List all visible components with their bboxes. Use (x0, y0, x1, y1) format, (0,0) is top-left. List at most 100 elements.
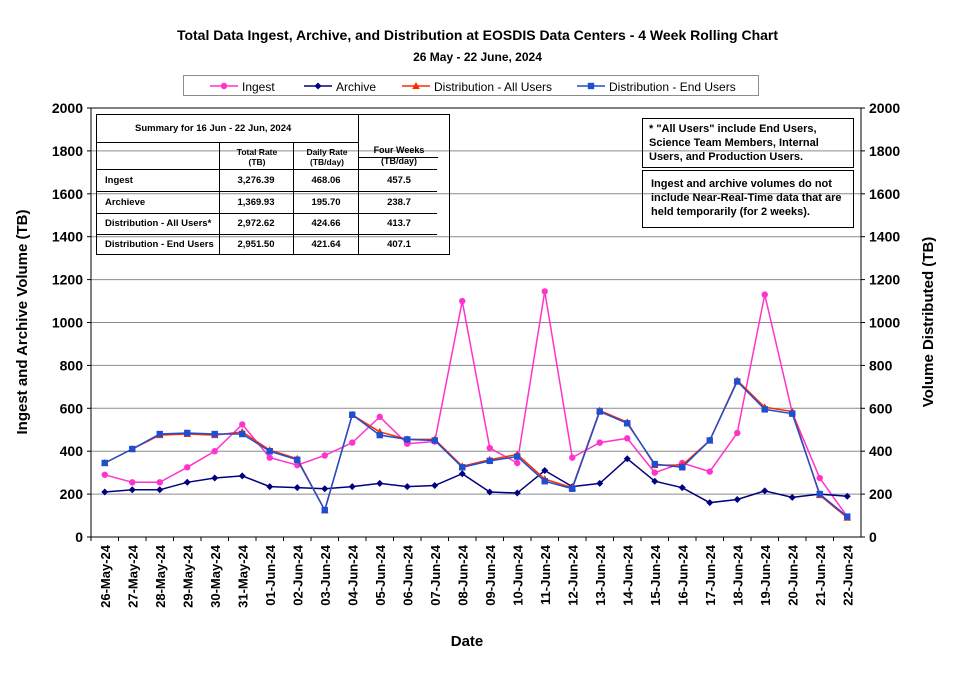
point-distribution-end-users (816, 490, 823, 498)
x-tick-label: 16-Jun-24 (675, 544, 690, 605)
point-distribution-end-users (101, 459, 108, 467)
point-ingest (706, 468, 713, 475)
summary-table: Summary for 16 Jun - 22 Jun, 2024 Total … (96, 114, 450, 255)
y2-tick-label: 1200 (869, 272, 900, 288)
x-tick-label: 14-Jun-24 (620, 544, 635, 605)
point-archive (513, 489, 521, 497)
y-tick-label: 1800 (52, 143, 83, 159)
point-distribution-end-users (156, 430, 163, 438)
x-tick-label: 18-Jun-24 (730, 544, 745, 605)
point-ingest (459, 297, 466, 305)
point-distribution-end-users (129, 445, 136, 453)
table-cell-four-weeks: 413.7 (387, 218, 411, 229)
point-archive (183, 478, 191, 486)
table-cell-daily: 468.06 (311, 175, 341, 186)
legend-label-distribution-all-users: Distribution - All Users (434, 80, 552, 94)
x-tick-label: 04-Jun-24 (345, 544, 360, 605)
point-ingest (541, 288, 548, 295)
point-archive (678, 484, 686, 492)
point-distribution-end-users (404, 436, 411, 443)
point-distribution-end-users (349, 411, 356, 418)
series-line-archive (104, 457, 848, 504)
point-distribution-end-users (541, 478, 548, 485)
point-distribution-end-users (486, 457, 493, 465)
point-archive (458, 470, 466, 478)
x-tick-label: 06-Jun-24 (400, 544, 415, 605)
point-distribution-end-users (844, 513, 851, 520)
x-tick-label: 30-May-24 (208, 544, 223, 608)
legend-marker-distribution-end-users (587, 82, 595, 90)
point-distribution-end-users (761, 406, 768, 413)
y2-tick-label: 1400 (869, 229, 900, 245)
x-tick-label: 28-May-24 (153, 544, 168, 608)
point-archive (843, 492, 851, 500)
x-tick-label: 05-Jun-24 (373, 544, 388, 605)
y-tick-label: 800 (60, 357, 84, 373)
x-tick-label: 29-May-24 (180, 544, 195, 608)
table-row-label: Distribution - All Users* (105, 218, 212, 229)
x-tick-label: 12-Jun-24 (565, 544, 580, 605)
point-archive (266, 483, 274, 491)
point-distribution-end-users (266, 448, 273, 455)
x-tick-label: 15-Jun-24 (648, 544, 663, 605)
point-ingest (239, 421, 246, 428)
point-distribution-end-users (514, 453, 521, 460)
point-distribution-end-users (294, 456, 301, 463)
legend: Ingest Archive Distribution - All Users Dis… (183, 75, 759, 96)
series-line-ingest (104, 291, 848, 518)
y2-tick-label: 600 (869, 400, 893, 416)
x-tick-label: 01-Jun-24 (263, 544, 278, 605)
point-ingest (761, 291, 768, 298)
point-ingest (184, 464, 191, 471)
point-distribution-end-users (679, 464, 686, 471)
point-distribution-end-users (624, 420, 631, 427)
point-distribution-end-users (734, 378, 741, 385)
col-total-header: Total Rate (TB) (236, 147, 278, 167)
x-tick-label: 27-May-24 (125, 544, 140, 608)
x-tick-label: 07-Jun-24 (428, 544, 443, 605)
point-ingest (651, 469, 658, 476)
table-cell-daily: 195.70 (311, 197, 341, 208)
col-daily-header: Daily Rate (TB/day) (306, 147, 348, 167)
x-tick-label: 17-Jun-24 (703, 544, 718, 605)
point-distribution-end-users (569, 485, 576, 492)
point-distribution-end-users (211, 430, 218, 438)
point-ingest (101, 471, 108, 478)
point-archive (706, 499, 714, 507)
point-ingest (596, 439, 603, 446)
y-tick-label: 1400 (52, 229, 83, 245)
point-distribution-end-users (789, 410, 796, 417)
x-tick-label: 08-Jun-24 (455, 544, 470, 605)
point-ingest (514, 459, 521, 467)
point-archive (156, 486, 164, 494)
point-archive (376, 479, 384, 487)
point-ingest (816, 474, 823, 482)
y-tick-label: 0 (75, 529, 83, 545)
x-tick-label: 22-Jun-24 (840, 544, 855, 605)
point-archive (293, 484, 301, 492)
point-distribution-end-users (376, 431, 383, 439)
point-archive (788, 493, 796, 501)
note-ingest: Ingest and archive volumes do not includ… (642, 170, 854, 228)
point-distribution-end-users (431, 437, 438, 444)
y2-tick-label: 400 (869, 443, 893, 459)
point-distribution-end-users (596, 408, 603, 415)
point-ingest (376, 413, 383, 421)
legend-marker-ingest (220, 82, 228, 90)
x-tick-label: 03-Jun-24 (318, 544, 333, 605)
x-tick-label: 26-May-24 (98, 544, 113, 608)
table-cell-four-weeks: 238.7 (387, 197, 411, 208)
table-row-label: Ingest (105, 175, 133, 186)
point-ingest (349, 439, 356, 446)
point-archive (761, 487, 769, 495)
point-archive (211, 474, 219, 482)
point-archive (596, 479, 604, 487)
y-tick-label: 2000 (52, 100, 83, 116)
y-tick-label: 1000 (52, 315, 83, 331)
point-archive (321, 485, 329, 493)
point-distribution-end-users (651, 460, 658, 468)
table-cell-total: 3,276.39 (237, 175, 275, 186)
y2-tick-label: 800 (869, 357, 893, 373)
table-row-label: Distribution - End Users (105, 239, 214, 250)
